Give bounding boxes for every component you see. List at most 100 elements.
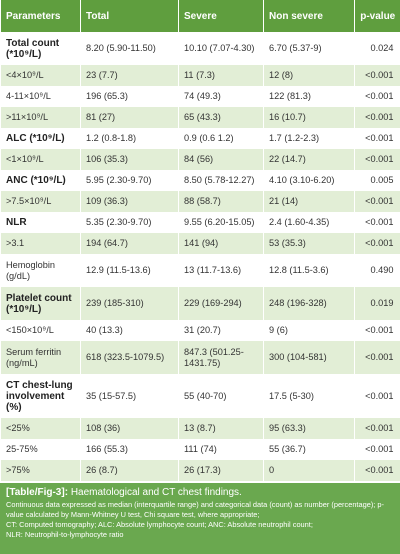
cell: 16 (10.7) bbox=[263, 107, 355, 128]
findings-table: Parameters Total Severe Non severe p-value T… bbox=[0, 0, 400, 481]
cell: <0.001 bbox=[354, 233, 400, 254]
table-row: <25% 108 (36) 13 (8.7) 95 (63.3) <0.001 bbox=[0, 418, 400, 439]
table-row: NLR 5.35 (2.30-9.70) 9.55 (6.20-15.05) 2.4 … bbox=[0, 212, 400, 233]
cell: 0.005 bbox=[354, 170, 400, 191]
note: Continuous data expressed as median (int… bbox=[6, 500, 384, 519]
header-cell: p-value bbox=[354, 0, 400, 32]
row-label: ALC (*10⁹/L) bbox=[0, 128, 81, 149]
cell: 0.9 (0.6 1.2) bbox=[178, 128, 264, 149]
row-label: >75% bbox=[0, 460, 81, 481]
cell: 40 (13.3) bbox=[80, 320, 179, 341]
table-row: Platelet count (*10⁹/L) 239 (185-310) 229 … bbox=[0, 287, 400, 320]
row-label: >11×10⁹/L bbox=[0, 107, 81, 128]
cell: <0.001 bbox=[354, 86, 400, 107]
header-cell: Parameters bbox=[0, 0, 81, 32]
cell: <0.001 bbox=[354, 374, 400, 418]
cell: 13 (11.7-13.6) bbox=[178, 254, 264, 287]
cell: <0.001 bbox=[354, 149, 400, 170]
cell: 23 (7.7) bbox=[80, 65, 179, 86]
cell: 6.70 (5.37-9) bbox=[263, 32, 355, 65]
cell: 22 (14.7) bbox=[263, 149, 355, 170]
row-label: Serum ferritin (ng/mL) bbox=[0, 341, 81, 374]
cell: 0.490 bbox=[354, 254, 400, 287]
header-cell: Total bbox=[80, 0, 179, 32]
cell: 26 (17.3) bbox=[178, 460, 264, 481]
caption-text: Haematological and CT chest findings. bbox=[70, 487, 242, 498]
cell: 108 (36) bbox=[80, 418, 179, 439]
cell: 1.2 (0.8-1.8) bbox=[80, 128, 179, 149]
table-body: Total count (*10⁹/L) 8.20 (5.90-11.50) 10.… bbox=[0, 32, 400, 481]
cell: 8.20 (5.90-11.50) bbox=[80, 32, 179, 65]
cell: 35 (15-57.5) bbox=[80, 374, 179, 418]
row-label: NLR bbox=[0, 212, 81, 233]
cell: 88 (58.7) bbox=[178, 191, 264, 212]
note: CT: Computed tomography; ALC: Absolute l… bbox=[6, 520, 313, 529]
table-row: >11×10⁹/L 81 (27) 65 (43.3) 16 (10.7) <0.001 bbox=[0, 107, 400, 128]
cell: <0.001 bbox=[354, 128, 400, 149]
cell: 2.4 (1.60-4.35) bbox=[263, 212, 355, 233]
table-row: >7.5×10⁹/L 109 (36.3) 88 (58.7) 21 (14) <0.0… bbox=[0, 191, 400, 212]
cell: 4.10 (3.10-6.20) bbox=[263, 170, 355, 191]
cell: 122 (81.3) bbox=[263, 86, 355, 107]
cell: 55 (40-70) bbox=[178, 374, 264, 418]
cell: 95 (63.3) bbox=[263, 418, 355, 439]
cell: 0.024 bbox=[354, 32, 400, 65]
cell: 0.019 bbox=[354, 287, 400, 320]
cell: <0.001 bbox=[354, 439, 400, 460]
cell: 300 (104-581) bbox=[263, 341, 355, 374]
cell: <0.001 bbox=[354, 341, 400, 374]
cell: 53 (35.3) bbox=[263, 233, 355, 254]
cell: 55 (36.7) bbox=[263, 439, 355, 460]
row-label: <4×10⁹/L bbox=[0, 65, 81, 86]
row-label: Hemoglobin (g/dL) bbox=[0, 254, 81, 287]
cell: 5.95 (2.30-9.70) bbox=[80, 170, 179, 191]
row-label: Platelet count (*10⁹/L) bbox=[0, 287, 81, 320]
caption-title: [Table/Fig-3]: Haematological and CT che… bbox=[6, 487, 394, 498]
cell: 196 (65.3) bbox=[80, 86, 179, 107]
cell: <0.001 bbox=[354, 212, 400, 233]
row-label: CT chest-lung involvement (%) bbox=[0, 374, 81, 418]
table-row: ALC (*10⁹/L) 1.2 (0.8-1.8) 0.9 (0.6 1.2) 1.… bbox=[0, 128, 400, 149]
row-label: 4-11×10⁹/L bbox=[0, 86, 81, 107]
cell: 81 (27) bbox=[80, 107, 179, 128]
cell: <0.001 bbox=[354, 191, 400, 212]
header-row: Parameters Total Severe Non severe p-value bbox=[0, 0, 400, 32]
row-label: 25-75% bbox=[0, 439, 81, 460]
caption-notes: Continuous data expressed as median (int… bbox=[6, 500, 394, 540]
table-row: <4×10⁹/L 23 (7.7) 11 (7.3) 12 (8) <0.001 bbox=[0, 65, 400, 86]
row-label: <150×10⁹/L bbox=[0, 320, 81, 341]
table-row: 25-75% 166 (55.3) 111 (74) 55 (36.7) <0.001 bbox=[0, 439, 400, 460]
table-row: Serum ferritin (ng/mL) 618 (323.5-1079.5)… bbox=[0, 341, 400, 374]
table-row: CT chest-lung involvement (%) 35 (15-57.5… bbox=[0, 374, 400, 418]
cell: 141 (94) bbox=[178, 233, 264, 254]
row-label: Total count (*10⁹/L) bbox=[0, 32, 81, 65]
row-label: <1×10⁹/L bbox=[0, 149, 81, 170]
cell: 109 (36.3) bbox=[80, 191, 179, 212]
cell: 84 (56) bbox=[178, 149, 264, 170]
cell: 26 (8.7) bbox=[80, 460, 179, 481]
note: NLR: Neutrophil-to-lymphocyte ratio bbox=[6, 530, 124, 539]
cell: 12.8 (11.5-3.6) bbox=[263, 254, 355, 287]
cell: 5.35 (2.30-9.70) bbox=[80, 212, 179, 233]
header-cell: Severe bbox=[178, 0, 264, 32]
table-row: >3.1 194 (64.7) 141 (94) 53 (35.3) <0.001 bbox=[0, 233, 400, 254]
header-cell: Non severe bbox=[263, 0, 355, 32]
table-row: 4-11×10⁹/L 196 (65.3) 74 (49.3) 122 (81.3) <… bbox=[0, 86, 400, 107]
cell: 31 (20.7) bbox=[178, 320, 264, 341]
table-row: <1×10⁹/L 106 (35.3) 84 (56) 22 (14.7) <0.001 bbox=[0, 149, 400, 170]
cell: 847.3 (501.25-1431.75) bbox=[178, 341, 264, 374]
cell: <0.001 bbox=[354, 418, 400, 439]
cell: 0 bbox=[263, 460, 355, 481]
cell: 166 (55.3) bbox=[80, 439, 179, 460]
cell: 618 (323.5-1079.5) bbox=[80, 341, 179, 374]
cell: 106 (35.3) bbox=[80, 149, 179, 170]
table-row: >75% 26 (8.7) 26 (17.3) 0 <0.001 bbox=[0, 460, 400, 481]
cell: <0.001 bbox=[354, 107, 400, 128]
cell: <0.001 bbox=[354, 460, 400, 481]
cell: 11 (7.3) bbox=[178, 65, 264, 86]
row-label: ANC (*10⁹/L) bbox=[0, 170, 81, 191]
cell: 1.7 (1.2-2.3) bbox=[263, 128, 355, 149]
row-label: <25% bbox=[0, 418, 81, 439]
cell: 111 (74) bbox=[178, 439, 264, 460]
